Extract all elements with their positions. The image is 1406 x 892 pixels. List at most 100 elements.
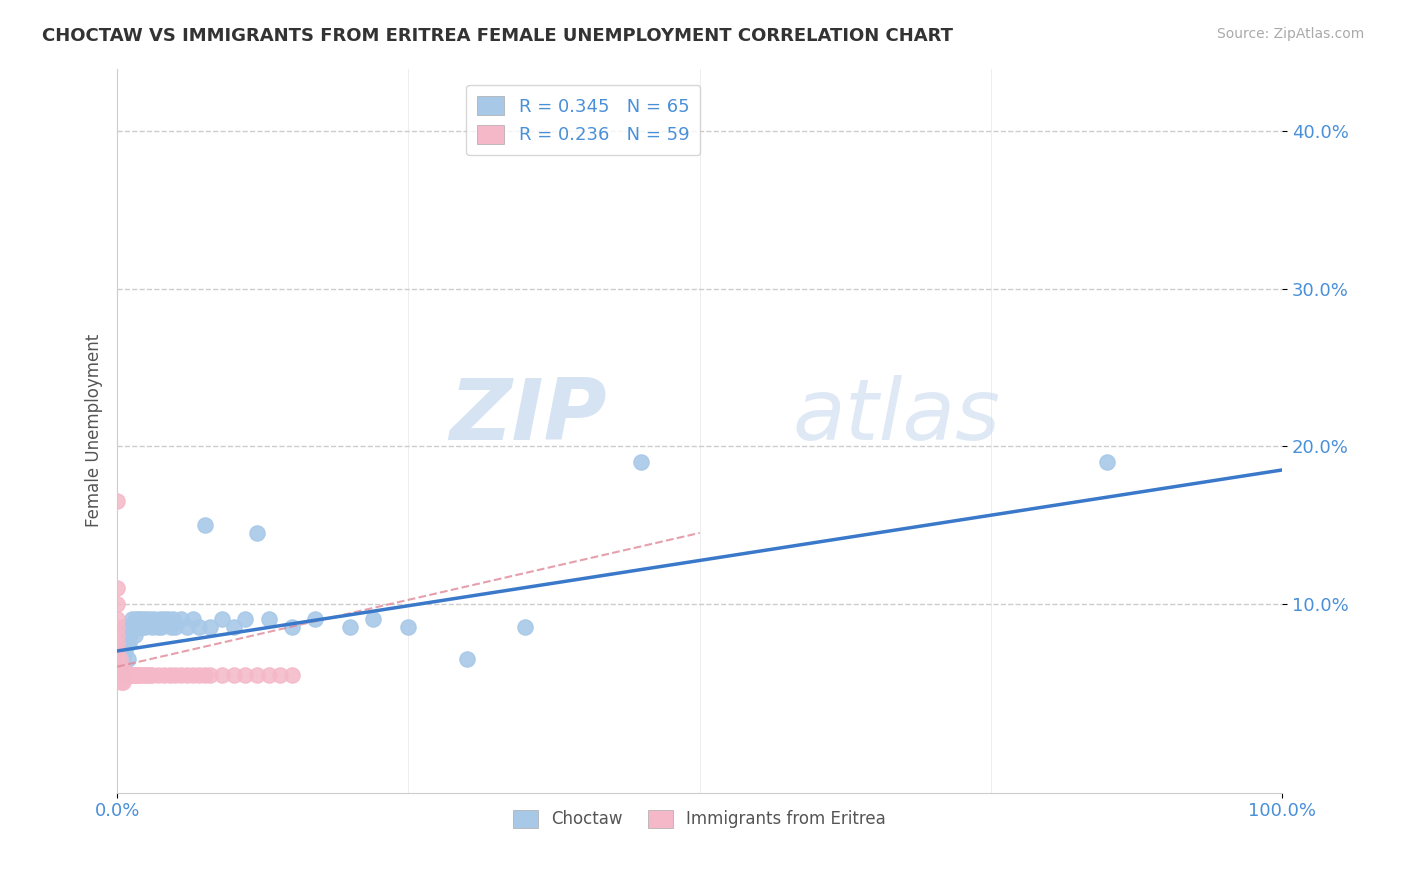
Point (118, 628, 141, 642)
Point (127, 612, 149, 626)
Point (115, 667, 138, 681)
Point (398, 620, 420, 634)
Point (120, 667, 142, 681)
Point (155, 615, 177, 630)
Point (124, 667, 146, 681)
Text: ZIP: ZIP (449, 375, 606, 458)
Point (118, 620, 141, 634)
Point (132, 612, 155, 626)
Point (281, 667, 304, 681)
Point (138, 615, 160, 630)
Text: atlas: atlas (793, 375, 1001, 458)
Point (110, 675, 132, 690)
Point (233, 667, 256, 681)
Point (110, 667, 132, 681)
Point (246, 667, 269, 681)
Point (139, 667, 162, 681)
Point (135, 612, 157, 626)
Point (165, 620, 187, 634)
Point (187, 667, 209, 681)
Point (222, 620, 245, 634)
Point (176, 667, 198, 681)
Point (128, 620, 150, 634)
Point (200, 667, 222, 681)
Point (122, 620, 145, 634)
Point (211, 667, 233, 681)
Point (159, 667, 181, 681)
Point (165, 667, 187, 681)
Point (105, 636, 128, 650)
Point (117, 652, 139, 666)
Point (630, 455, 652, 469)
Point (187, 620, 209, 634)
Point (134, 667, 156, 681)
Point (118, 667, 141, 681)
Point (157, 612, 180, 626)
Point (124, 628, 146, 642)
Point (181, 667, 204, 681)
Point (152, 667, 174, 681)
Text: CHOCTAW VS IMMIGRANTS FROM ERITREA FEMALE UNEMPLOYMENT CORRELATION CHART: CHOCTAW VS IMMIGRANTS FROM ERITREA FEMAL… (42, 27, 953, 45)
Point (152, 612, 174, 626)
Point (132, 667, 155, 681)
Point (129, 667, 152, 681)
Point (110, 659, 132, 673)
Point (105, 652, 128, 666)
Point (143, 612, 166, 626)
Point (125, 667, 148, 681)
Point (136, 667, 159, 681)
Point (121, 612, 143, 626)
Point (112, 620, 135, 634)
Point (149, 612, 172, 626)
Point (233, 612, 256, 626)
Point (107, 659, 129, 673)
Point (105, 644, 128, 658)
Point (117, 628, 139, 642)
Point (105, 620, 128, 634)
Point (111, 659, 134, 673)
Point (105, 667, 128, 681)
Point (107, 652, 129, 666)
Point (162, 612, 184, 626)
Point (105, 659, 128, 673)
Point (105, 667, 128, 681)
Point (222, 667, 245, 681)
Point (363, 612, 385, 626)
Point (281, 620, 304, 634)
Point (193, 667, 215, 681)
Point (111, 652, 134, 666)
Point (131, 620, 153, 634)
Point (200, 620, 222, 634)
Point (105, 597, 128, 611)
Point (111, 667, 134, 681)
Point (115, 636, 138, 650)
Point (111, 652, 134, 666)
Point (122, 667, 145, 681)
Point (176, 620, 198, 634)
Point (118, 636, 141, 650)
Point (108, 652, 131, 666)
Point (105, 612, 128, 626)
Point (112, 636, 135, 650)
Point (269, 667, 291, 681)
Point (114, 644, 136, 658)
Point (118, 667, 141, 681)
Point (105, 494, 128, 508)
Point (114, 667, 136, 681)
Y-axis label: Female Unemployment: Female Unemployment (86, 334, 103, 527)
Point (111, 675, 134, 690)
Point (1097, 455, 1119, 469)
Point (127, 667, 149, 681)
Point (105, 581, 128, 595)
Point (108, 667, 131, 681)
Legend: Choctaw, Immigrants from Eritrea: Choctaw, Immigrants from Eritrea (506, 803, 893, 835)
Point (129, 612, 152, 626)
Point (246, 525, 269, 540)
Point (456, 652, 478, 666)
Point (110, 644, 132, 658)
Point (121, 667, 143, 681)
Point (125, 620, 148, 634)
Point (145, 615, 167, 630)
Point (141, 667, 163, 681)
Point (108, 659, 131, 673)
